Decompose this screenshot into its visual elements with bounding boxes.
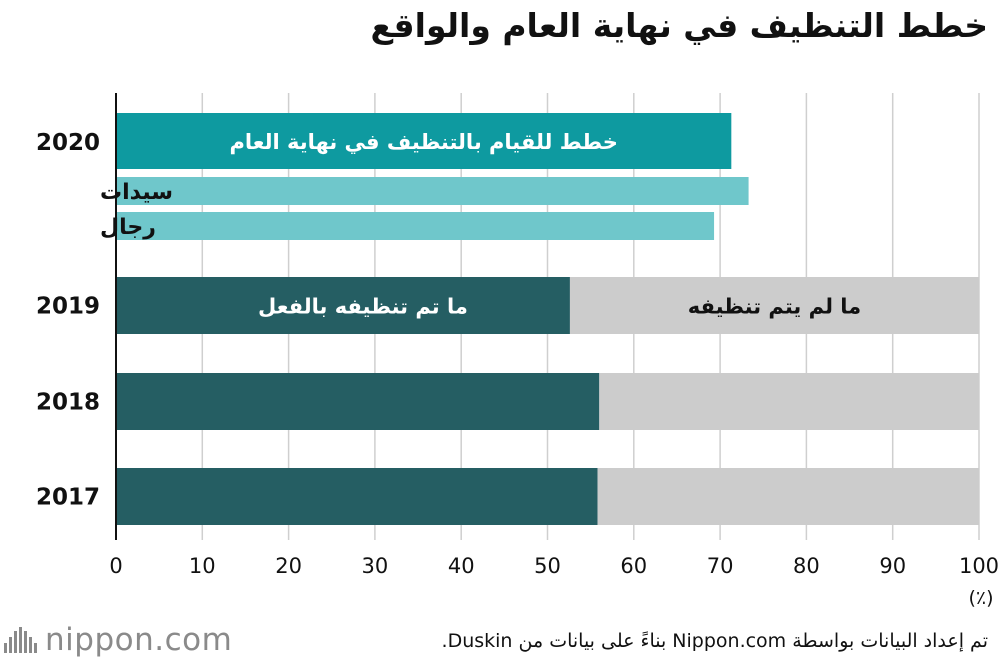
bar-not-cleaned [599, 373, 979, 430]
x-tick-label: 0 [109, 554, 122, 578]
bar-not-cleaned [569, 277, 979, 334]
bar-label-plan: خطط للقيام بالتنظيف في نهاية العام [229, 130, 617, 154]
x-tick-label: 80 [793, 554, 820, 578]
x-tick-label: 60 [620, 554, 647, 578]
logo-text: nippon.com [45, 622, 233, 658]
x-tick-label: 70 [707, 554, 734, 578]
source-note: تم إعداد البيانات بواسطة Nippon.com بناء… [441, 630, 988, 652]
logo-bars-icon [4, 627, 37, 653]
bar-subgroup [116, 177, 749, 205]
bar-subgroup [116, 212, 715, 240]
bar-label-cleaned: ما تم تنظيفه بالفعل [258, 295, 468, 319]
bar-plan-2020 [116, 113, 732, 169]
x-tick-label: 100 [959, 554, 999, 578]
x-tick-label: 10 [189, 554, 216, 578]
y-label-subgroup: رجال [100, 215, 156, 240]
chart-title: خطط التنظيف في نهاية العام والواقع [370, 6, 988, 45]
bar-not-cleaned [597, 468, 979, 525]
y-label-year: 2018 [36, 390, 100, 416]
bar-cleaned [116, 373, 600, 430]
bar-chart: خطط للقيام بالتنظيف في نهاية العام 2020سي… [36, 93, 999, 609]
x-tick-label: 40 [448, 554, 475, 578]
y-label-year: 2019 [36, 294, 100, 320]
y-label-2020: 2020 [36, 130, 100, 156]
bar-cleaned [116, 468, 598, 525]
y-label-subgroup: سيدات [100, 180, 173, 205]
bar-label-not-cleaned: ما لم يتم تنظيفه [688, 295, 861, 319]
x-tick-label: 90 [879, 554, 906, 578]
x-unit-label: (٪) [968, 587, 993, 609]
y-label-year: 2017 [36, 485, 100, 511]
x-tick-label: 50 [534, 554, 561, 578]
bar-cleaned [116, 277, 570, 334]
x-tick-label: 20 [275, 554, 302, 578]
nippon-logo: nippon.com [4, 622, 232, 658]
x-tick-label: 30 [362, 554, 389, 578]
